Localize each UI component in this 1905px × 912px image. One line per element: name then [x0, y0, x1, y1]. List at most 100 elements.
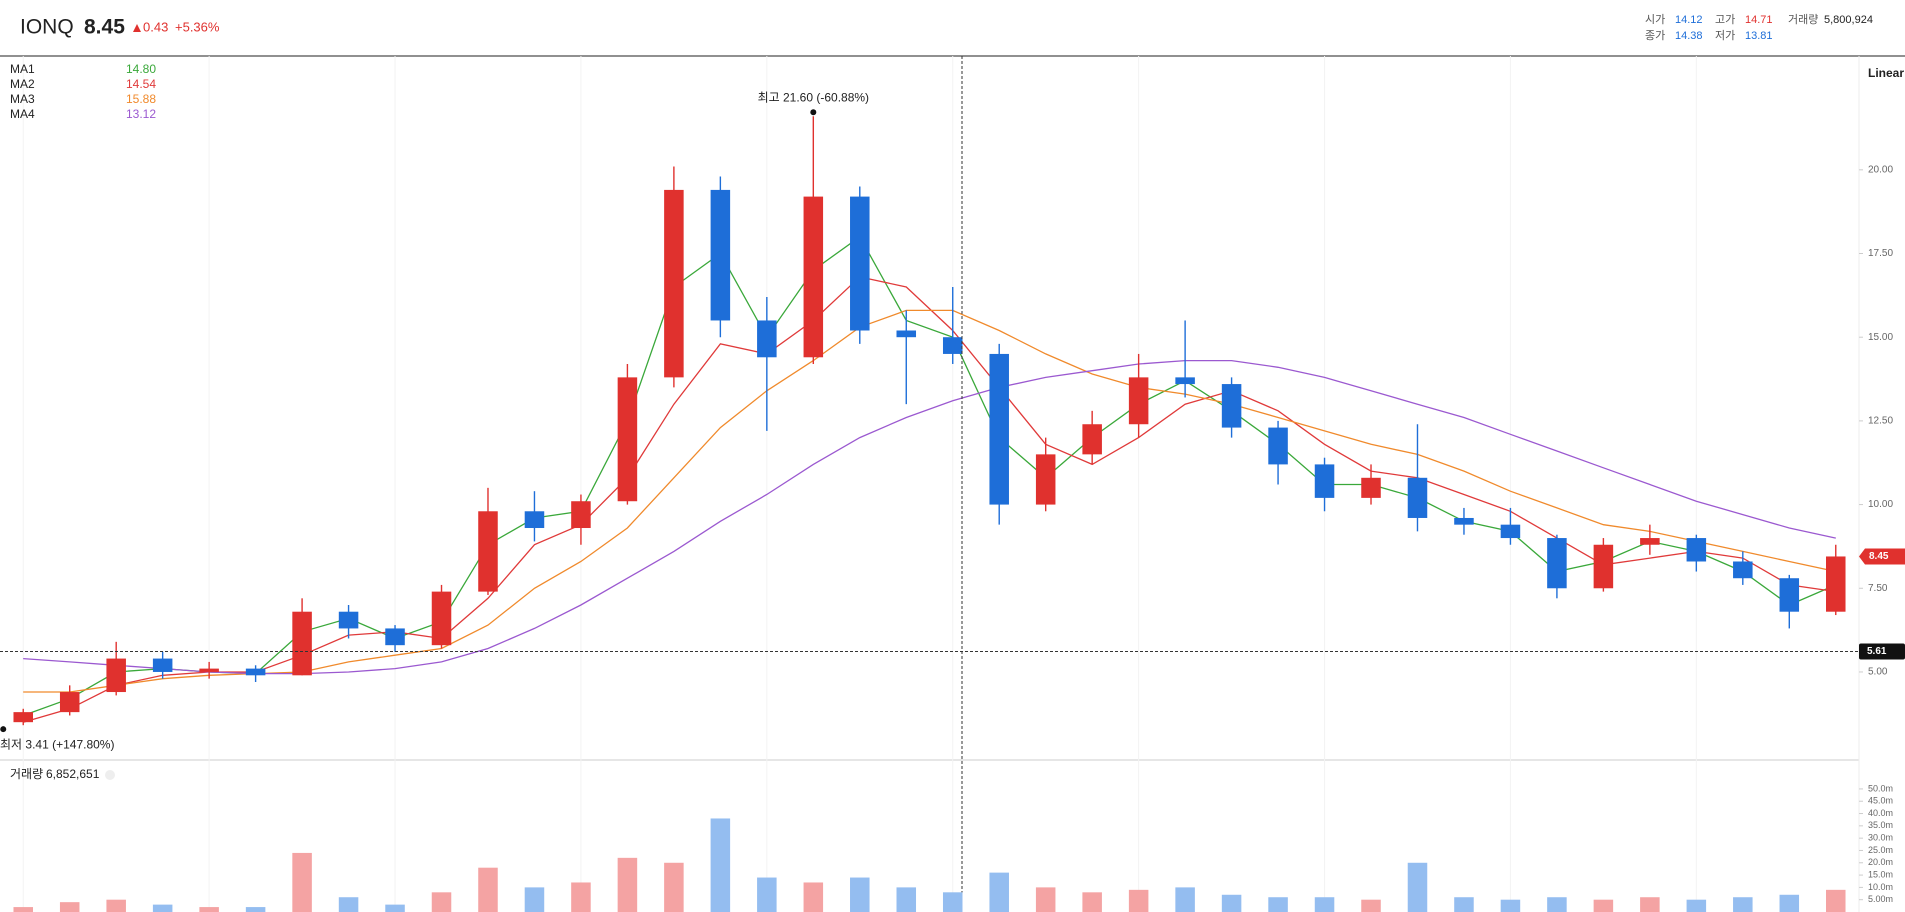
- candle-body: [1547, 538, 1567, 589]
- candle-body: [106, 658, 126, 693]
- volume-bar: [106, 899, 126, 912]
- candle-body: [1128, 377, 1149, 425]
- candle-body: [199, 668, 219, 672]
- up-arrow: [133, 24, 141, 32]
- legend-name: MA2: [10, 77, 35, 91]
- legend-value: 15.88: [126, 92, 156, 106]
- volume-bar: [245, 907, 266, 912]
- stat-label: 저가: [1715, 29, 1735, 42]
- volume-bar: [1361, 899, 1381, 912]
- high-note: 최고 21.60 (-60.88%): [758, 90, 869, 104]
- crosshair-value: 5.61: [1867, 646, 1887, 657]
- volume-bar: [1500, 899, 1521, 912]
- candle-body: [1175, 377, 1195, 385]
- close-icon[interactable]: [105, 770, 115, 780]
- volume-tick-label: 15.0m: [1868, 869, 1893, 879]
- legend-value: 14.54: [126, 77, 156, 91]
- volume-bar: [1640, 897, 1660, 912]
- change-pct: +5.36%: [175, 19, 220, 34]
- volume-bar: [942, 892, 963, 912]
- candle-body: [617, 377, 638, 502]
- volume-bar: [1175, 887, 1195, 912]
- stat-value: 14.71: [1745, 14, 1773, 26]
- ma-line: [23, 309, 1836, 693]
- volume-tick-label: 10.0m: [1868, 882, 1893, 892]
- volume-label: 거래량: [10, 767, 43, 781]
- y-tick-label: 17.50: [1868, 248, 1893, 259]
- candle-body: [1407, 477, 1428, 518]
- volume-bar: [199, 907, 219, 912]
- candle-body: [1779, 578, 1800, 612]
- volume-bar: [1314, 897, 1335, 912]
- volume-tick-label: 45.0m: [1868, 796, 1893, 806]
- volume-bar: [617, 857, 638, 912]
- candle-body: [1500, 524, 1521, 539]
- stat-label: 거래량: [1788, 13, 1818, 26]
- candle-body: [803, 196, 824, 358]
- candle-body: [571, 501, 591, 529]
- volume-tick-label: 20.0m: [1868, 857, 1893, 867]
- candle-body: [1686, 538, 1707, 562]
- candle-body: [524, 511, 545, 529]
- low-note: 최저 3.41 (+147.80%): [0, 737, 114, 751]
- volume-bar: [664, 862, 684, 912]
- volume-bar: [1593, 899, 1614, 912]
- candle-body: [757, 320, 777, 358]
- candle-body: [338, 611, 359, 629]
- volume-bar: [1547, 897, 1567, 912]
- crosshair-tag: [1859, 643, 1905, 660]
- volume-tick-label: 50.0m: [1868, 783, 1893, 793]
- low-marker: [0, 726, 7, 733]
- candle-body: [1361, 477, 1381, 498]
- volume-bar: [1128, 889, 1149, 912]
- volume-bar: [1454, 897, 1474, 912]
- stat-value: 13.81: [1745, 30, 1773, 42]
- legend-value: 13.12: [126, 107, 156, 121]
- candle-body: [292, 611, 312, 676]
- candle-body: [1268, 427, 1288, 465]
- stat-label: 고가: [1715, 13, 1735, 26]
- y-tick-label: 20.00: [1868, 164, 1893, 175]
- high-marker: [810, 109, 817, 116]
- stat-value: 14.12: [1675, 14, 1703, 26]
- candle-body: [1221, 384, 1242, 428]
- stat-value: 5,800,924: [1824, 14, 1873, 26]
- volume-bar: [385, 904, 405, 912]
- candle-body: [478, 511, 498, 592]
- volume-bar: [13, 907, 33, 912]
- symbol: IONQ: [20, 16, 74, 39]
- candle-body: [385, 628, 405, 646]
- volume-bar: [152, 904, 173, 912]
- volume-bar: [292, 852, 312, 912]
- change: 0.43: [143, 19, 168, 34]
- ma-line: [23, 276, 1836, 723]
- scale-label: Linear: [1868, 66, 1904, 80]
- volume-bar: [1268, 897, 1288, 912]
- volume-bar: [1826, 889, 1846, 912]
- legend-value: 14.80: [126, 62, 156, 76]
- volume-bar: [850, 877, 870, 912]
- candle-body: [1826, 556, 1846, 612]
- volume-bar: [431, 892, 452, 912]
- ma-line: [23, 359, 1836, 675]
- candle-body: [664, 189, 684, 378]
- candle-body: [431, 591, 452, 646]
- volume-bar: [1221, 894, 1242, 912]
- volume-value: 6,852,651: [46, 767, 100, 781]
- candle-body: [942, 337, 963, 354]
- volume-bar: [338, 897, 359, 912]
- volume-bar: [1779, 894, 1800, 912]
- candle-body: [896, 330, 917, 338]
- candle-body: [710, 189, 731, 321]
- candle-body: [152, 658, 173, 672]
- stat-label: 시가: [1645, 13, 1665, 26]
- price-tag-value: 8.45: [1869, 551, 1889, 562]
- volume-bar: [896, 887, 917, 912]
- candle-body: [1314, 464, 1335, 498]
- price: 8.45: [84, 16, 125, 39]
- y-tick-label: 5.00: [1868, 667, 1888, 678]
- y-tick-label: 12.50: [1868, 416, 1893, 427]
- volume-bar: [478, 867, 498, 912]
- volume-bar: [1082, 892, 1102, 912]
